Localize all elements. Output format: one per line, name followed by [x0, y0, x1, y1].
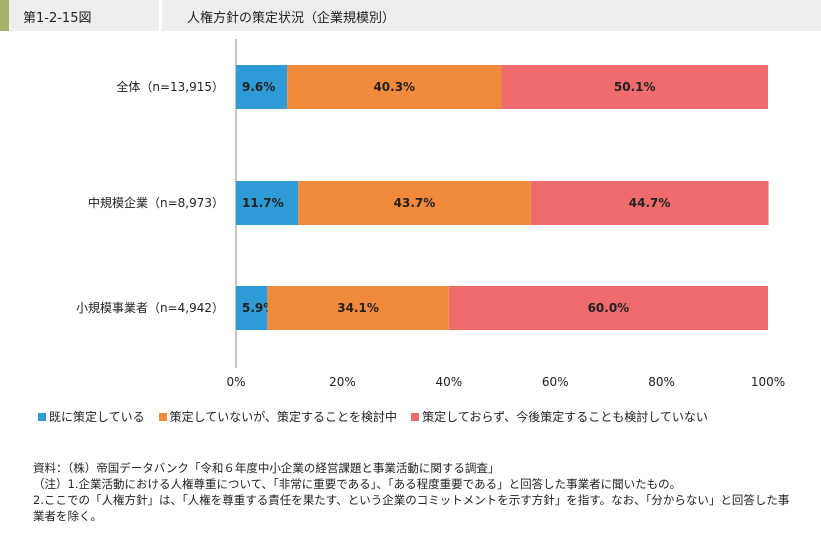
bar-value-label: 40.3% [373, 80, 415, 94]
bar-segment [298, 181, 531, 225]
bar-value-label: 43.7% [394, 196, 436, 210]
legend-item: 策定しておらず、今後策定することも検討していない [411, 408, 708, 425]
bar-value-label: 34.1% [337, 301, 379, 315]
chart-legend: 既に策定している 策定していないが、策定することを検討中 策定しておらず、今後策定す… [38, 408, 708, 425]
figure-number: 第1-2-15図 [23, 11, 92, 26]
stacked-bar-chart: 全体（n=13,915） 9.6% 40.3% 50.1% 中規模企業（n=8,973）… [76, 39, 785, 389]
x-tick-label: 100% [751, 375, 785, 389]
note-2: 2.ここでの「人権方針」は、「人権を尊重する責任を果たす、という企業のコミットメ… [33, 493, 790, 523]
figure-notes: 資料：（株）帝国データバンク「令和６年度中小企業の経営課題と事業活動に関する調査… [33, 460, 793, 524]
figure-title: 人権方針の策定状況（企業規模別） [187, 11, 396, 26]
bar-value-label: 50.1% [614, 80, 656, 94]
header-divider [159, 0, 162, 31]
category-label: 小規模事業者（n=4,942） [76, 300, 224, 315]
bar-value-label: 11.7% [242, 196, 284, 210]
category-label: 全体（n=13,915） [116, 79, 224, 94]
x-tick-label: 0% [226, 375, 245, 389]
x-tick-label: 60% [542, 375, 569, 389]
bar-segment [236, 65, 288, 109]
category-label: 中規模企業（n=8,973） [88, 195, 224, 210]
legend-label: 既に策定している [49, 410, 145, 424]
bar-value-label: 9.6% [242, 80, 275, 94]
legend-swatch [38, 412, 46, 421]
legend-item: 策定していないが、策定することを検討中 [158, 408, 398, 425]
legend-label: 策定しておらず、今後策定することも検討していない [422, 410, 708, 424]
bar-segment [267, 286, 449, 330]
legend-item: 既に策定している [38, 408, 145, 425]
x-tick-label: 80% [648, 375, 675, 389]
legend-label: 策定していないが、策定することを検討中 [169, 410, 398, 424]
legend-swatch [411, 412, 420, 421]
bar-value-label: 60.0% [588, 301, 630, 315]
bar-segment [530, 181, 769, 225]
bar-segment [287, 65, 502, 109]
bar-value-label: 44.7% [629, 196, 671, 210]
x-tick-label: 20% [329, 375, 356, 389]
source-note: 資料：（株）帝国データバンク「令和６年度中小企業の経営課題と事業活動に関する調査… [33, 461, 500, 475]
bar-segment [236, 181, 299, 225]
bar-segment [501, 65, 768, 109]
bar-value-label: 5.9% [242, 301, 275, 315]
figure-header: 第1-2-15図 人権方針の策定状況（企業規模別） [0, 0, 821, 31]
x-tick-label: 40% [435, 375, 462, 389]
legend-swatch [158, 412, 167, 421]
bar-segment [448, 286, 768, 330]
note-1: （注）1.企業活動における人権尊重について、「非常に重要である」、「ある程度重要… [33, 477, 682, 491]
bar-segment [236, 286, 268, 330]
